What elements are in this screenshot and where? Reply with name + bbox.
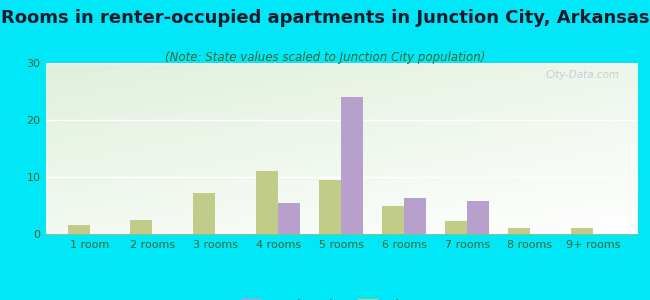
Text: (Note: State values scaled to Junction City population): (Note: State values scaled to Junction C… — [165, 51, 485, 64]
Bar — [571, 228, 593, 234]
Bar — [404, 198, 426, 234]
Legend: Junction City, Arkansas: Junction City, Arkansas — [237, 294, 445, 300]
Bar — [278, 203, 300, 234]
Bar — [194, 193, 215, 234]
Bar — [319, 180, 341, 234]
Text: City-Data.com: City-Data.com — [545, 70, 619, 80]
Bar — [131, 220, 153, 234]
Bar — [467, 201, 489, 234]
Bar — [382, 206, 404, 234]
Bar — [68, 226, 90, 234]
Bar — [256, 171, 278, 234]
Bar — [445, 221, 467, 234]
Bar — [341, 97, 363, 234]
Text: Rooms in renter-occupied apartments in Junction City, Arkansas: Rooms in renter-occupied apartments in J… — [1, 9, 649, 27]
Bar — [508, 228, 530, 234]
